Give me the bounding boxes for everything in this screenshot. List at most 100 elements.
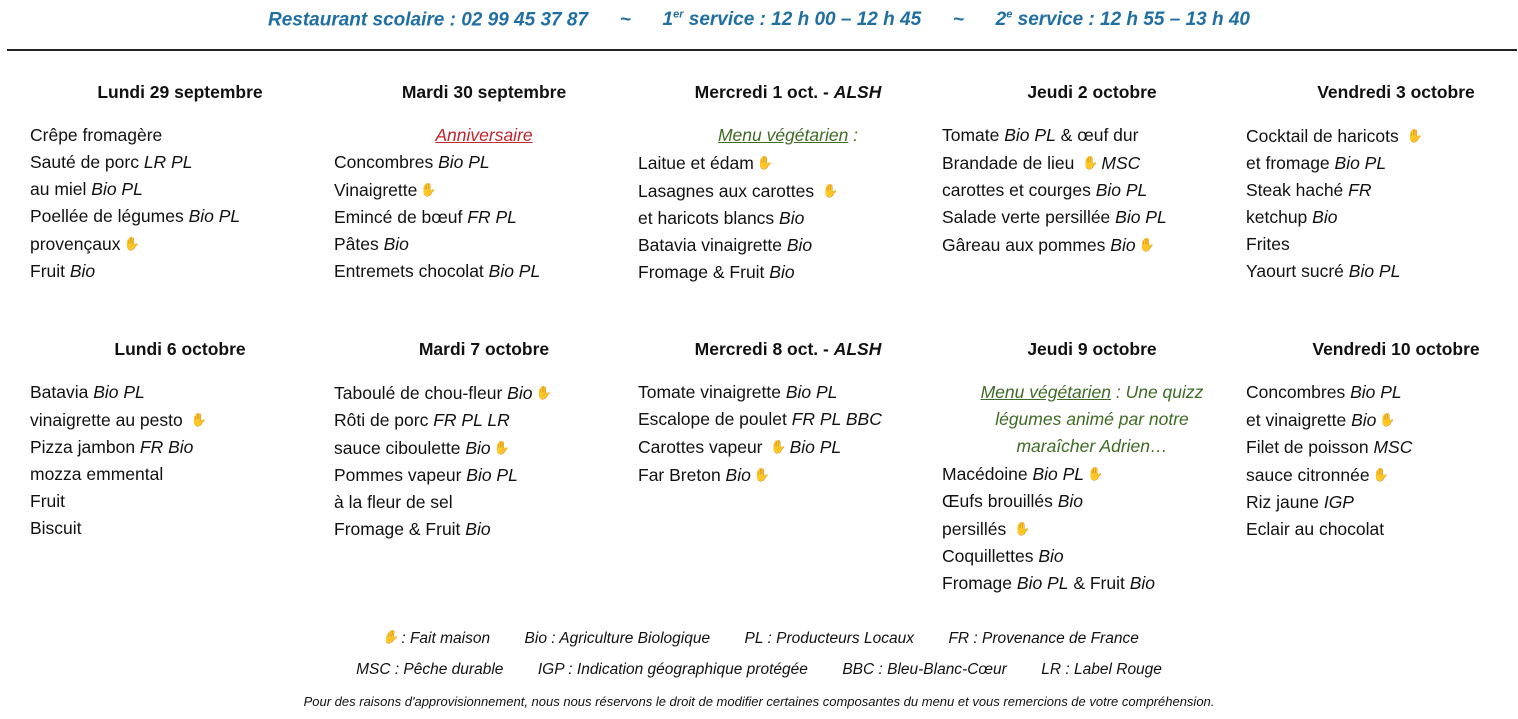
text: Riz jaune [1246,492,1324,512]
legend-entry: FR : Provenance de France [948,630,1138,647]
hand-icon: ✋ [753,467,771,482]
text: Tomate vinaigrette [638,382,786,402]
text: Bio : Agriculture Biologique [524,630,711,647]
label-tag: ALSH [833,82,882,102]
label-tag: Bio [69,261,96,281]
label-tag: Bio PL [1115,207,1167,227]
legend-row-2: MSC : Pêche durable IGP : Indication géo… [0,661,1518,679]
day-title: Mercredi 8 oct. - ALSH [638,339,938,363]
text: Fruit [30,261,70,281]
day-title: Jeudi 2 octobre [942,82,1242,106]
legend-entry: Bio : Agriculture Biologique [525,630,711,647]
text: Mercredi 1 oct. - [694,82,834,102]
menu-note: Menu végétarien : [638,122,938,149]
text: Filet de poisson [1246,437,1374,457]
label-tag: Bio [507,383,533,403]
label-tag: FR PL BBC [791,409,882,429]
menu-item: Steak haché FR [1246,177,1518,204]
menu-item: persillés ✋ [942,515,1242,543]
label-tag: Bio [1038,546,1064,566]
label-tag: Bio [465,438,491,458]
text: & œuf dur [1055,125,1139,145]
menu-item: Far Breton Bio ✋ [638,461,938,489]
day-column: Jeudi 9 octobre Menu végétarien : Une qui… [942,339,1242,597]
service-2-number: 2 [995,9,1007,31]
menu-item: Vinaigrette ✋ [334,176,634,204]
label-tag: Bio PL [488,261,541,281]
menu-item: Rôti de porc FR PL LR [334,407,634,434]
divider [7,49,1517,51]
label-tag: Bio PL [789,437,842,457]
menu-item: sauce citronnée ✋ [1246,461,1518,489]
text: Mardi 30 septembre [401,82,567,102]
day-column: Lundi 6 octobre Batavia Bio PL vinaigrette… [30,339,330,542]
hand-icon: ✋ [1138,237,1155,252]
menu-item: Gâreau aux pommes Bio ✋ [942,231,1242,259]
text: Rôti de porc [334,410,434,430]
text: carottes et courges [942,180,1096,200]
menu-items: Concombres Bio PL et vinaigrette Bio ✋ File… [1246,379,1518,543]
label-tag: Bio PL [785,382,838,402]
day-title: Mercredi 1 oct. - ALSH [638,82,938,106]
menu-item: Frites [1246,231,1518,258]
menu-item: Batavia Bio PL [30,379,330,406]
label-tag: Bio PL [1095,180,1148,200]
day-title: Mardi 7 octobre [334,339,634,363]
text: Fromage & Fruit [334,519,466,539]
text: Eclair au chocolat [1246,519,1385,539]
label-tag: Bio PL [1032,464,1085,484]
text: au miel [30,179,92,199]
menu-item: Brandade de lieu ✋ MSC [942,149,1242,177]
menu-item: mozza emmental [30,461,330,488]
service-1-number: 1 [662,9,674,31]
text: Taboulé de chou-fleur [334,383,508,403]
label-tag: Bio PL [1350,382,1402,402]
hand-icon: ✋ [770,439,787,454]
menu-items: Anniversaire Concombres Bio PL Vinaigrette… [334,122,634,285]
menu-item: et haricots blancs Bio [638,205,938,232]
label-tag: FR PL [467,207,517,227]
hand-icon: ✋ [1082,155,1099,170]
text: LR : Label Rouge [1041,661,1162,678]
text: PL : Producteurs Locaux [744,630,914,647]
text: Fruit [30,491,65,511]
text: ketchup [1246,207,1313,227]
label-tag: FR [1348,180,1372,200]
hand-icon: ✋ [382,629,399,644]
menu-item: Fromage & Fruit Bio [638,259,938,286]
disclaimer: Pour des raisons d'approvisionnement, no… [303,694,1215,709]
menu-item: Fromage Bio PL & Fruit Bio [942,570,1242,597]
hand-icon: ✋ [123,236,140,251]
hand-icon: ✋ [493,440,510,455]
text: Fromage & Fruit [638,262,770,282]
text: Tomate [942,125,1005,145]
text: Lasagnes aux carottes [638,181,819,201]
text: Crêpe fromagère [30,125,163,145]
text: Frites [1246,234,1290,254]
separator: ~ [619,9,631,31]
service-2-sup: e [1006,9,1013,21]
text: Batavia [30,382,94,402]
menu-item: Laitue et édam ✋ [638,149,938,177]
menu-item: Pizza jambon FR Bio [30,434,330,461]
text: Fromage [942,573,1017,593]
hand-icon: ✋ [535,385,552,400]
day-column: Lundi 29 septembre Crêpe fromagère Sauté d… [30,82,330,285]
menu-item: Emincé de bœuf FR PL [334,204,634,231]
day-title: Vendredi 3 octobre [1246,82,1518,106]
label-tag: Bio PL [93,382,145,402]
text: Lundi 29 septembre [97,82,263,102]
label-tag: Bio PL [1016,573,1069,593]
label-tag: Bio [1351,410,1377,430]
text: Steak haché [1246,180,1349,200]
underlined-text: Menu végétarien [717,125,849,145]
underlined-text: Menu végétarien [980,382,1111,402]
menu-item: sauce ciboulette Bio ✋ [334,434,634,462]
hand-icon: ✋ [1379,412,1396,427]
menu-item: Sauté de porc LR PL [30,149,330,176]
legend-entry: LR : Label Rouge [1041,661,1162,678]
text: Salade verte persillée [942,207,1116,227]
menu-item: provençaux ✋ [30,230,330,258]
hand-icon: ✋ [821,183,839,198]
text: Jeudi 2 octobre [1027,82,1157,102]
